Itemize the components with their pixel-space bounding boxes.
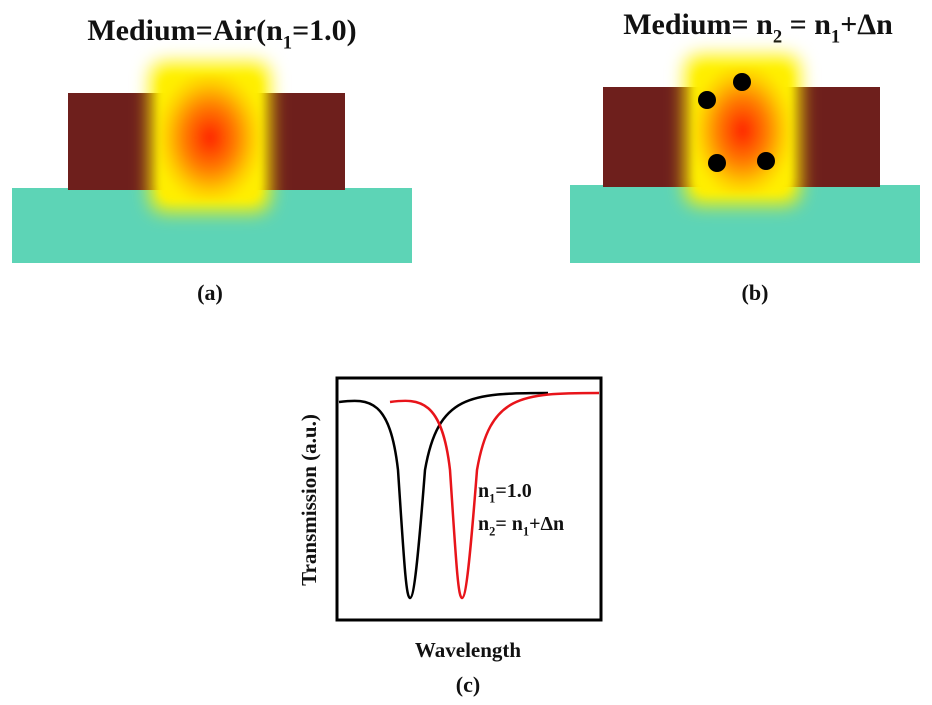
page: {"panels": [ {"title": ["Medium=Air(n", … bbox=[0, 0, 932, 700]
text-run: n bbox=[478, 513, 489, 535]
panel-b: Medium= n2 = n1+Δn (b) bbox=[570, 8, 920, 305]
plot-frame bbox=[337, 378, 601, 620]
subscript: 1 bbox=[283, 32, 292, 53]
text-run: =1.0) bbox=[292, 14, 357, 47]
text-run: +Δn bbox=[840, 8, 893, 41]
caption: (c) bbox=[456, 672, 480, 697]
text-run: n bbox=[478, 480, 489, 502]
panel-a: Medium=Air(n1=1.0) (a) bbox=[12, 14, 412, 305]
x-axis-label: Wavelength bbox=[415, 638, 521, 662]
mode-field bbox=[160, 75, 260, 200]
figure: Medium=Air(n1=1.0) (a) Medium= n2 = n1+Δ… bbox=[0, 0, 932, 700]
y-axis-label: Transmission (a.u.) bbox=[297, 414, 321, 586]
legend-entry: n2= n1+Δn bbox=[478, 513, 564, 539]
caption: (b) bbox=[742, 280, 769, 305]
text-run: +Δn bbox=[529, 513, 564, 535]
text-run: =1.0 bbox=[495, 480, 531, 502]
subscript: 1 bbox=[831, 26, 840, 47]
caption: (a) bbox=[197, 280, 223, 305]
text-run: = n bbox=[495, 513, 523, 535]
analyte-particle bbox=[757, 152, 775, 170]
text-run: Medium=Air(n bbox=[87, 14, 283, 47]
panel-c: n1=1.0 n2= n1+Δn Transmission (a.u.) Wav… bbox=[297, 378, 601, 697]
text-run: = n bbox=[782, 8, 831, 41]
legend-entry: n1=1.0 bbox=[478, 480, 532, 506]
analyte-particle bbox=[733, 73, 751, 91]
analyte-particle bbox=[698, 91, 716, 109]
panel-title: Medium= n2 = n1+Δn bbox=[623, 8, 893, 47]
analyte-particle bbox=[708, 154, 726, 172]
subscript: 2 bbox=[773, 26, 782, 47]
text-run: Medium= n bbox=[623, 8, 773, 41]
panel-title: Medium=Air(n1=1.0) bbox=[87, 14, 356, 53]
